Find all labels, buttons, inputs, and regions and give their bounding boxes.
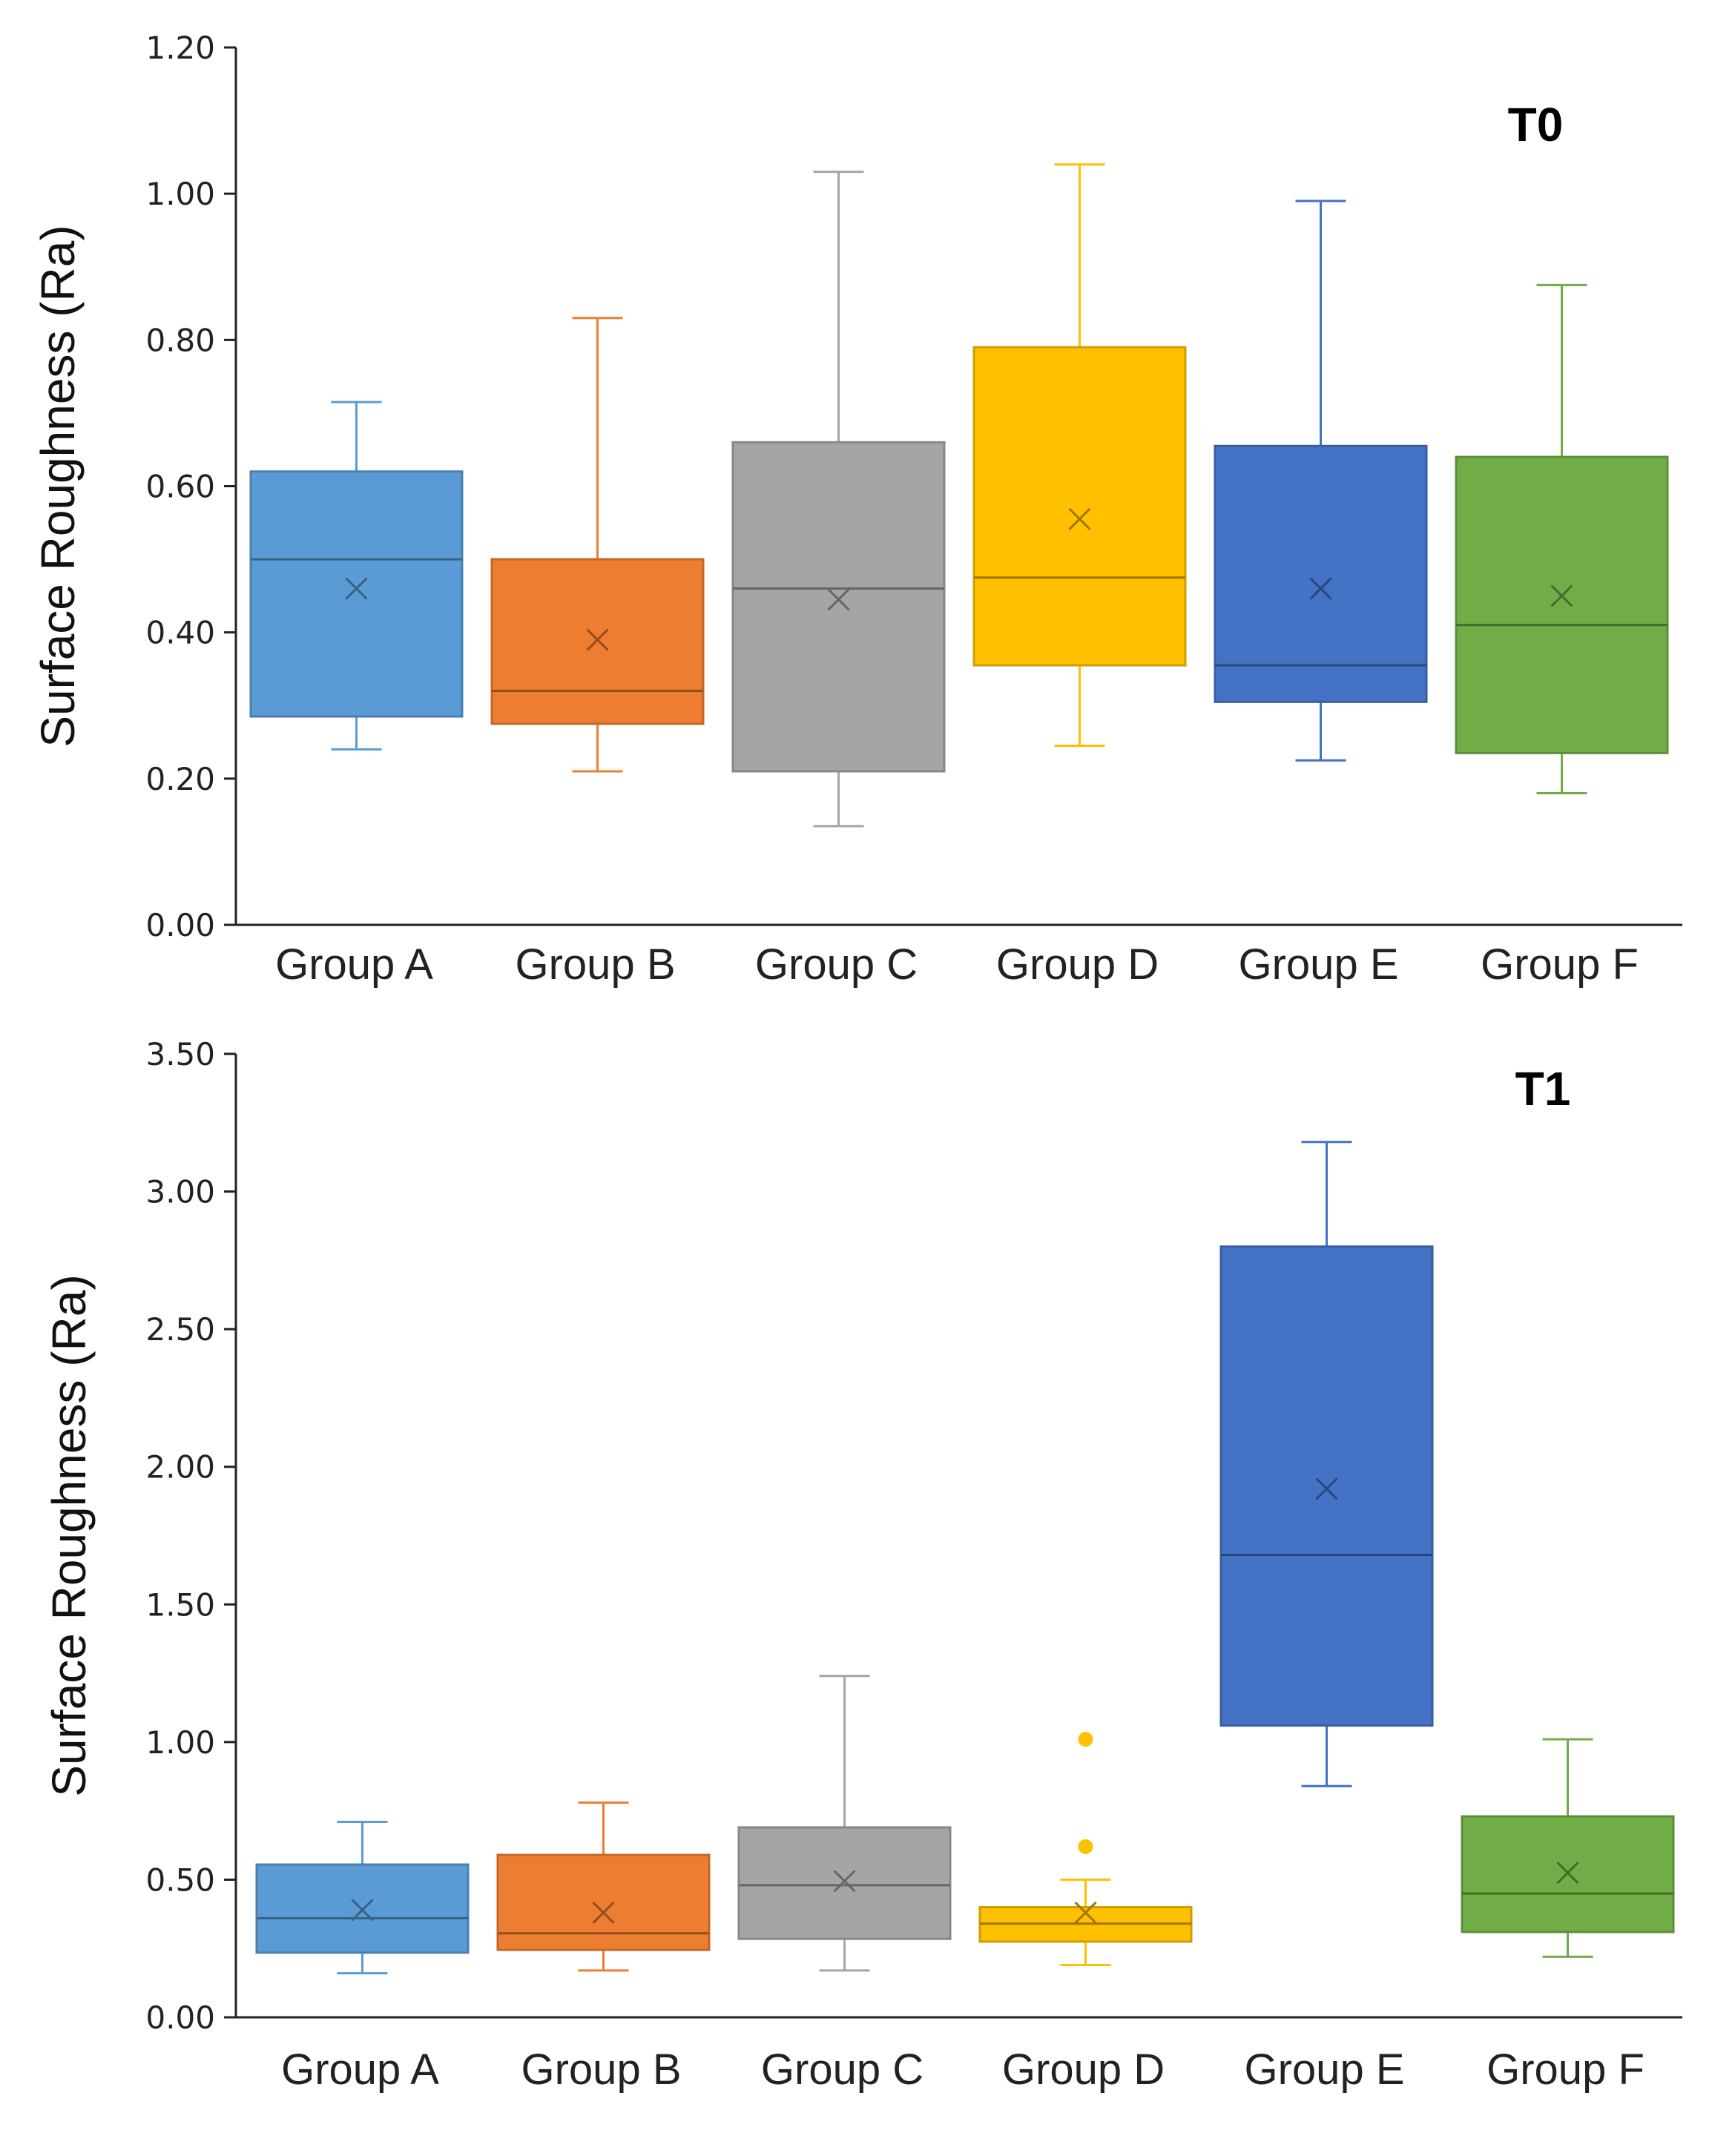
mean-marker: [351, 1899, 374, 1922]
outlier-point: [1078, 1839, 1093, 1854]
chart-panel-t0: 0.00 0.20 0.40 0.60 0.80 1.00 1.20 Surface Roug…: [31, 30, 1682, 989]
mean-marker: [1550, 584, 1573, 607]
y-axis-title: Surface Roughness (Ra): [42, 1274, 96, 1796]
box-group-a: [249, 400, 464, 751]
y-tick-label: 0.40: [145, 615, 215, 651]
y-tick-label: 2.00: [145, 1449, 215, 1486]
y-tick-label: 2.50: [145, 1311, 215, 1348]
box-group-c: [731, 171, 946, 828]
x-category-label: Group A: [281, 2045, 439, 2094]
outlier-point: [1078, 1732, 1093, 1747]
x-category-label: Group B: [521, 2045, 682, 2094]
iqr-box: [1214, 444, 1428, 703]
iqr-box: [731, 441, 946, 773]
y-tick-label: 3.00: [145, 1174, 215, 1210]
panel-title: T1: [1515, 1062, 1571, 1115]
box-group-f: [1455, 283, 1669, 795]
x-category-label: Group C: [761, 2045, 924, 2094]
x-category-label: Group E: [1245, 2045, 1405, 2094]
box-group-d: [972, 163, 1187, 747]
mean-marker: [1074, 1901, 1097, 1925]
box-group-a: [255, 1820, 470, 1975]
y-tick-label: 0.50: [145, 1862, 215, 1898]
iqr-box: [490, 558, 705, 725]
chart-panel-t1: 0.00 0.50 1.00 1.50 2.00 2.50 3.00 3.50 Surface …: [42, 1036, 1682, 2094]
box-group-c: [737, 1675, 952, 1972]
mean-marker: [1309, 577, 1332, 600]
mean-marker: [592, 1901, 615, 1925]
y-tick-label: 1.00: [145, 1724, 215, 1761]
iqr-box: [1219, 1245, 1434, 1727]
y-tick-label: 0.20: [145, 761, 215, 797]
mean-marker: [1315, 1477, 1338, 1500]
mean-marker: [345, 577, 368, 600]
y-tick-label: 0.00: [145, 907, 215, 943]
mean-marker: [1068, 507, 1091, 530]
box-group-e: [1214, 200, 1428, 762]
box-group-e: [1219, 1141, 1434, 1787]
x-category-label: Group D: [996, 940, 1159, 989]
iqr-box: [737, 1826, 952, 1940]
y-tick-label: 1.20: [145, 30, 215, 66]
mean-marker: [827, 588, 850, 611]
iqr-box: [249, 470, 464, 718]
box-group-b: [490, 317, 705, 773]
mean-marker: [1556, 1862, 1579, 1885]
y-tick-label: 0.00: [145, 2000, 215, 2036]
mean-marker: [833, 1870, 856, 1893]
panel-title: T0: [1508, 98, 1564, 151]
x-category-label: Group A: [275, 940, 433, 989]
box-group-b: [496, 1801, 711, 1972]
mean-marker: [586, 628, 609, 651]
x-category-label: Group F: [1481, 940, 1639, 989]
box-group-f: [1461, 1738, 1675, 1958]
y-tick-label: 1.50: [145, 1586, 215, 1623]
y-axis-title: Surface Roughness (Ra): [31, 225, 85, 747]
x-category-label: Group F: [1487, 2045, 1645, 2094]
x-category-label: Group D: [1002, 2045, 1165, 2094]
iqr-box: [1455, 455, 1669, 754]
x-category-label: Group C: [755, 940, 918, 989]
y-tick-label: 0.60: [145, 469, 215, 505]
y-tick-label: 3.50: [145, 1036, 215, 1072]
y-tick-label: 1.00: [145, 176, 215, 212]
box-group-d: [978, 1732, 1193, 1966]
iqr-box: [972, 346, 1187, 667]
iqr-box: [496, 1853, 711, 1951]
x-category-label: Group E: [1239, 940, 1399, 989]
y-tick-label: 0.80: [145, 322, 215, 358]
x-category-label: Group B: [516, 940, 676, 989]
